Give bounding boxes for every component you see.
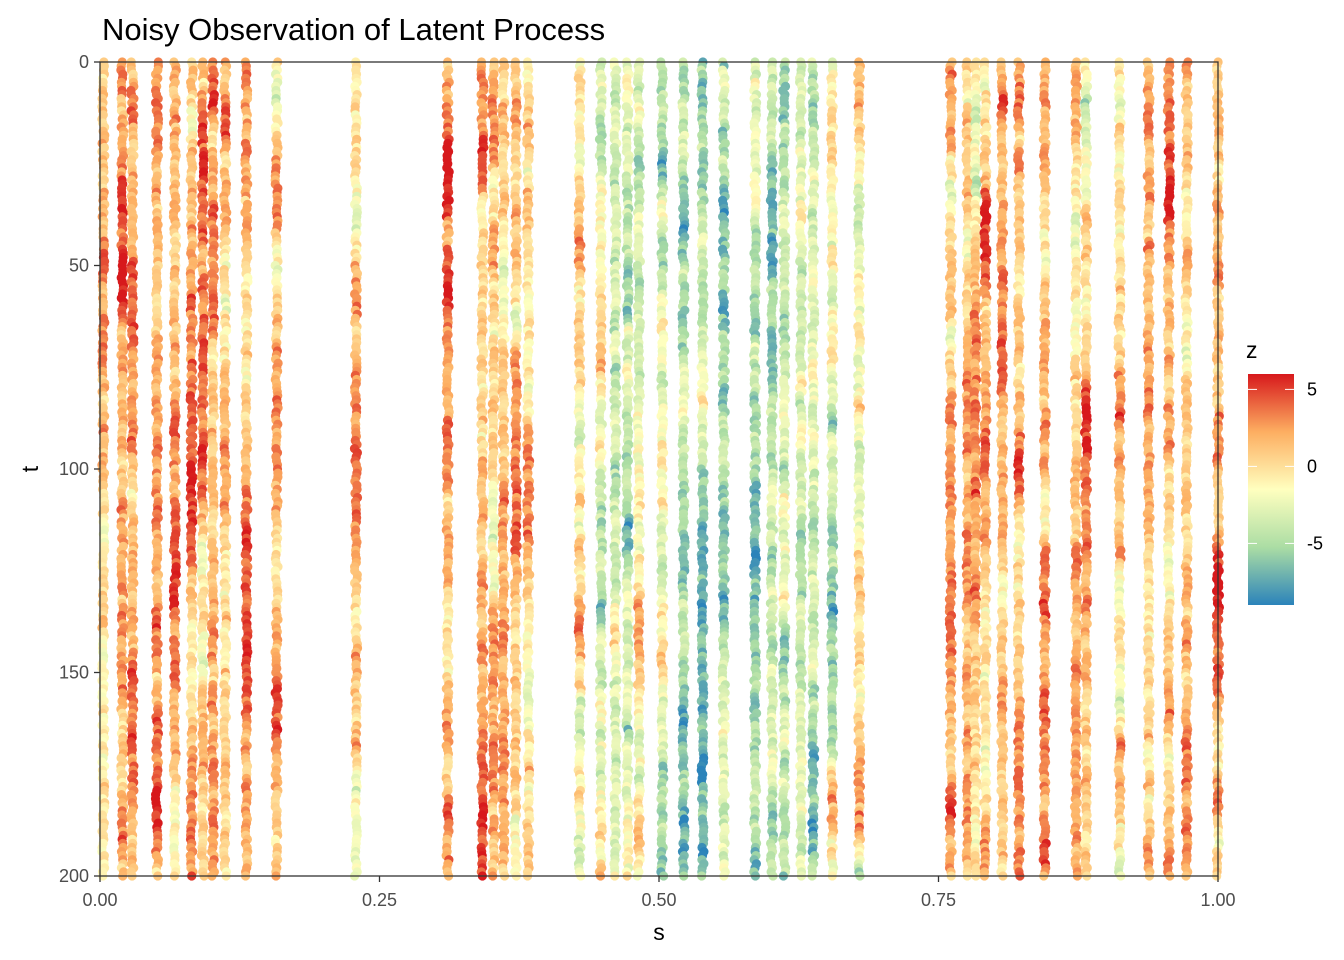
chart-title: Noisy Observation of Latent Process: [102, 12, 605, 47]
points-layer: [97, 57, 1225, 881]
